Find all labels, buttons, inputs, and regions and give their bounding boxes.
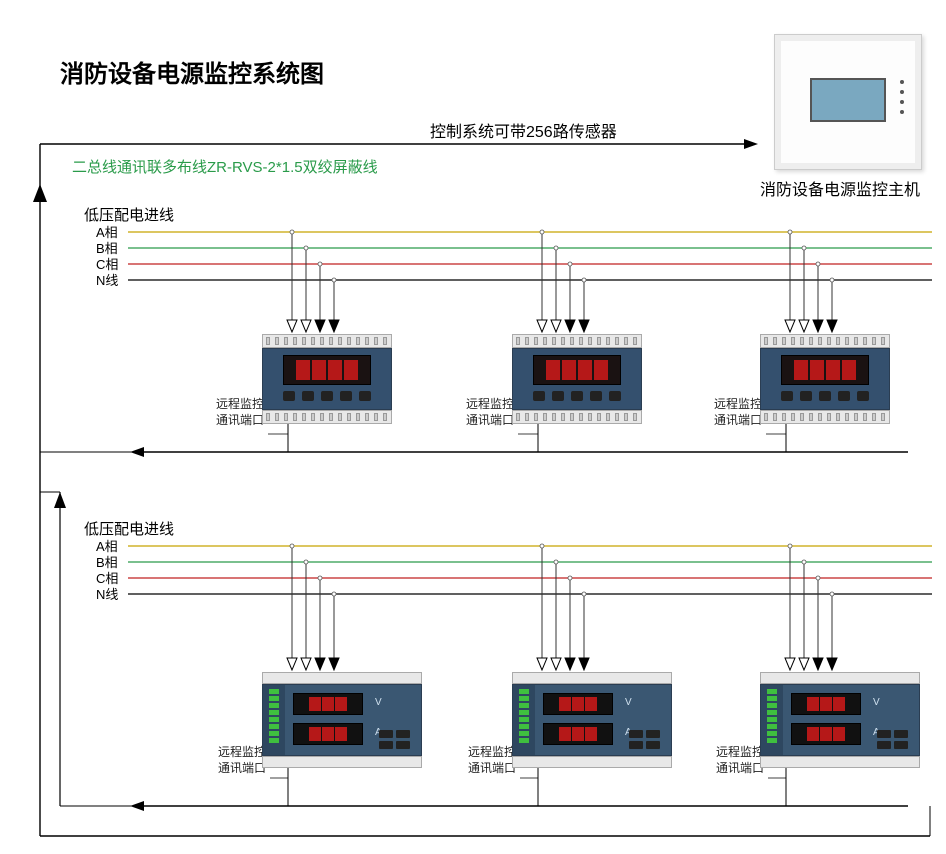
device-mid: V A <box>285 685 421 755</box>
device-buttons-grid <box>877 730 913 749</box>
device-display-a <box>543 723 613 745</box>
seven-seg-digits <box>284 359 370 381</box>
sensor-device-b: V A <box>512 672 672 768</box>
sensor-device-a <box>512 334 642 424</box>
device-buttons-row <box>283 391 371 403</box>
device-display <box>533 355 621 385</box>
device-rail-bottom <box>512 410 642 424</box>
device-mid: V A <box>783 685 919 755</box>
unit-v: V <box>625 697 665 708</box>
device-display-v <box>543 693 613 715</box>
device-rail-bottom <box>512 756 672 768</box>
device-body: V A <box>760 684 920 756</box>
device-led-column <box>263 685 285 755</box>
device-rail-bottom <box>760 756 920 768</box>
device-body <box>760 348 890 410</box>
device-buttons-row <box>781 391 869 403</box>
seven-seg-digits <box>782 359 868 381</box>
device-display <box>781 355 869 385</box>
device-rail-top <box>262 672 422 684</box>
sensor-device-b: V A <box>760 672 920 768</box>
device-rail-top <box>512 334 642 348</box>
device-body: V A <box>512 684 672 756</box>
device-display-a <box>293 723 363 745</box>
device-rail-bottom <box>760 410 890 424</box>
device-mid: V A <box>535 685 671 755</box>
device-display <box>283 355 371 385</box>
device-display-v <box>791 693 861 715</box>
device-body: V A <box>262 684 422 756</box>
unit-v: V <box>375 697 415 708</box>
sensor-device-b: V A <box>262 672 422 768</box>
device-led-column <box>513 685 535 755</box>
device-body <box>512 348 642 410</box>
sensor-device-a <box>760 334 890 424</box>
device-buttons-row <box>533 391 621 403</box>
device-rail-top <box>760 672 920 684</box>
device-buttons-grid <box>629 730 665 749</box>
device-display-v <box>293 693 363 715</box>
device-rail-bottom <box>262 410 392 424</box>
seven-seg-digits <box>534 359 620 381</box>
device-rail-top <box>262 334 392 348</box>
unit-v: V <box>873 697 913 708</box>
device-buttons-grid <box>379 730 415 749</box>
device-rail-top <box>760 334 890 348</box>
sensor-device-a <box>262 334 392 424</box>
device-rail-bottom <box>262 756 422 768</box>
device-body <box>262 348 392 410</box>
device-display-a <box>791 723 861 745</box>
device-led-column <box>761 685 783 755</box>
device-rail-top <box>512 672 672 684</box>
